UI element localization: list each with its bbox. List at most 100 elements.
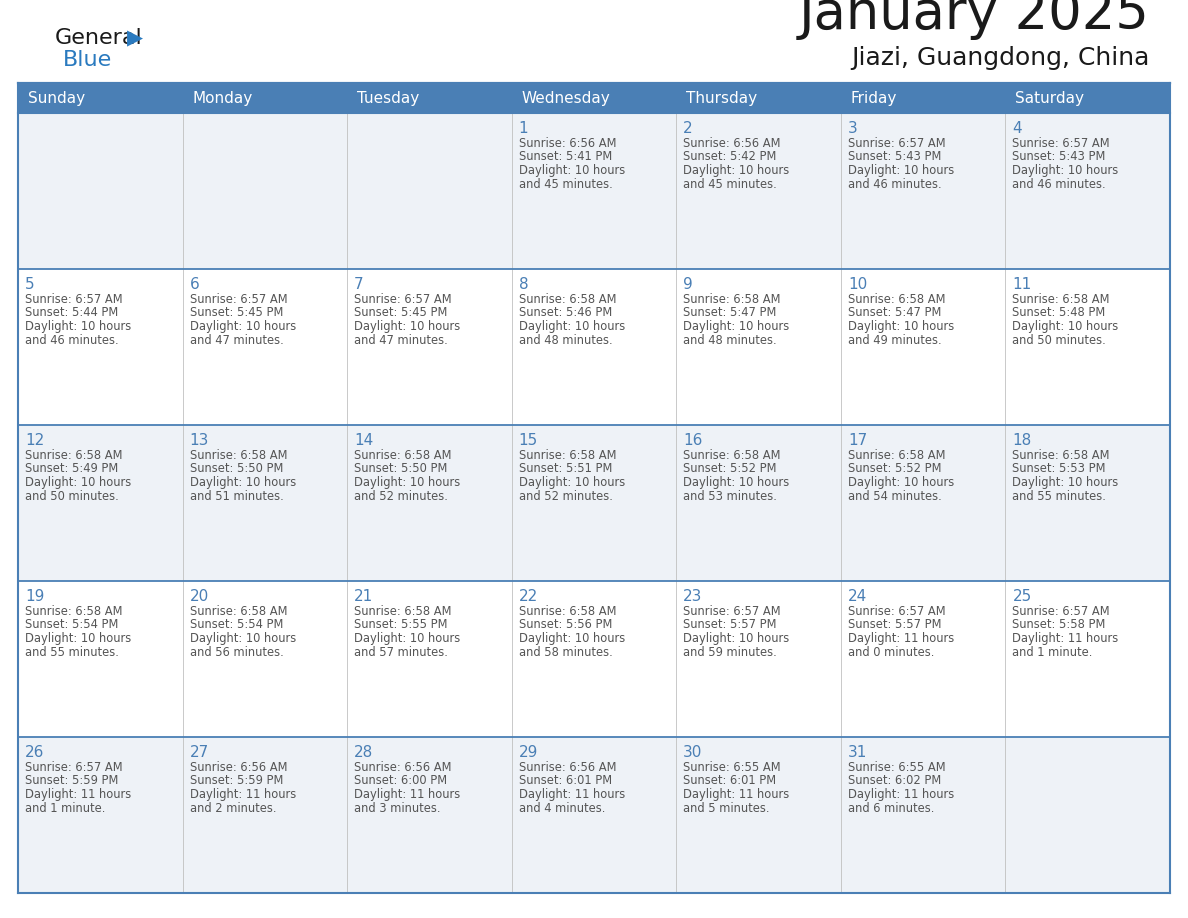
Text: Sunrise: 6:57 AM: Sunrise: 6:57 AM xyxy=(190,293,287,306)
Text: Sunrise: 6:58 AM: Sunrise: 6:58 AM xyxy=(354,449,451,462)
Text: Tuesday: Tuesday xyxy=(358,91,419,106)
Text: Sunrise: 6:56 AM: Sunrise: 6:56 AM xyxy=(519,137,617,150)
Bar xyxy=(183,269,347,425)
Text: Daylight: 10 hours: Daylight: 10 hours xyxy=(354,320,461,333)
Text: Sunrise: 6:58 AM: Sunrise: 6:58 AM xyxy=(519,449,617,462)
Text: Sunrise: 6:58 AM: Sunrise: 6:58 AM xyxy=(1012,449,1110,462)
Bar xyxy=(841,737,1005,893)
Text: Sunrise: 6:56 AM: Sunrise: 6:56 AM xyxy=(354,761,451,774)
Text: Sunrise: 6:56 AM: Sunrise: 6:56 AM xyxy=(519,761,617,774)
Text: Daylight: 10 hours: Daylight: 10 hours xyxy=(519,632,625,645)
Bar xyxy=(347,83,512,113)
Text: Daylight: 10 hours: Daylight: 10 hours xyxy=(190,320,296,333)
Text: Sunset: 5:58 PM: Sunset: 5:58 PM xyxy=(1012,619,1106,632)
Text: Sunrise: 6:55 AM: Sunrise: 6:55 AM xyxy=(683,761,781,774)
Text: Daylight: 10 hours: Daylight: 10 hours xyxy=(683,164,790,177)
Text: Sunrise: 6:56 AM: Sunrise: 6:56 AM xyxy=(190,761,287,774)
Text: Sunset: 5:45 PM: Sunset: 5:45 PM xyxy=(190,307,283,319)
Text: and 47 minutes.: and 47 minutes. xyxy=(354,333,448,346)
Text: January 2025: January 2025 xyxy=(800,0,1150,40)
Text: and 47 minutes.: and 47 minutes. xyxy=(190,333,283,346)
Bar xyxy=(347,269,512,425)
Text: and 53 minutes.: and 53 minutes. xyxy=(683,489,777,502)
Text: 15: 15 xyxy=(519,433,538,448)
Text: Sunset: 6:00 PM: Sunset: 6:00 PM xyxy=(354,775,447,788)
Bar xyxy=(841,269,1005,425)
Text: Sunrise: 6:56 AM: Sunrise: 6:56 AM xyxy=(683,137,781,150)
Text: Sunset: 5:52 PM: Sunset: 5:52 PM xyxy=(683,463,777,476)
Text: Daylight: 10 hours: Daylight: 10 hours xyxy=(683,632,790,645)
Text: 10: 10 xyxy=(848,277,867,292)
Bar xyxy=(18,425,183,581)
Text: Saturday: Saturday xyxy=(1016,91,1085,106)
Text: 8: 8 xyxy=(519,277,529,292)
Text: Daylight: 10 hours: Daylight: 10 hours xyxy=(190,632,296,645)
Bar xyxy=(512,581,676,737)
Text: 31: 31 xyxy=(848,745,867,760)
Text: 6: 6 xyxy=(190,277,200,292)
Bar xyxy=(18,83,183,113)
Text: Sunrise: 6:58 AM: Sunrise: 6:58 AM xyxy=(683,293,781,306)
Text: Sunset: 5:49 PM: Sunset: 5:49 PM xyxy=(25,463,119,476)
Text: Daylight: 11 hours: Daylight: 11 hours xyxy=(190,788,296,801)
Bar xyxy=(183,581,347,737)
Text: 7: 7 xyxy=(354,277,364,292)
Text: 12: 12 xyxy=(25,433,44,448)
Bar xyxy=(18,581,183,737)
Text: Daylight: 11 hours: Daylight: 11 hours xyxy=(354,788,461,801)
Text: Sunset: 5:54 PM: Sunset: 5:54 PM xyxy=(25,619,119,632)
Text: Sunrise: 6:58 AM: Sunrise: 6:58 AM xyxy=(1012,293,1110,306)
Text: Daylight: 10 hours: Daylight: 10 hours xyxy=(25,320,131,333)
Text: Sunrise: 6:58 AM: Sunrise: 6:58 AM xyxy=(519,605,617,618)
Text: Sunrise: 6:58 AM: Sunrise: 6:58 AM xyxy=(190,449,287,462)
Text: Daylight: 10 hours: Daylight: 10 hours xyxy=(25,476,131,489)
Text: 2: 2 xyxy=(683,121,693,136)
Text: 20: 20 xyxy=(190,589,209,604)
Text: Monday: Monday xyxy=(192,91,253,106)
Text: 1: 1 xyxy=(519,121,529,136)
Bar xyxy=(347,581,512,737)
Text: and 49 minutes.: and 49 minutes. xyxy=(848,333,941,346)
Text: and 3 minutes.: and 3 minutes. xyxy=(354,801,441,814)
Text: Sunrise: 6:58 AM: Sunrise: 6:58 AM xyxy=(25,605,122,618)
Text: Daylight: 10 hours: Daylight: 10 hours xyxy=(848,476,954,489)
Text: Sunset: 5:41 PM: Sunset: 5:41 PM xyxy=(519,151,612,163)
Text: Sunset: 5:46 PM: Sunset: 5:46 PM xyxy=(519,307,612,319)
Text: Sunset: 5:47 PM: Sunset: 5:47 PM xyxy=(848,307,941,319)
Text: Daylight: 10 hours: Daylight: 10 hours xyxy=(683,320,790,333)
Text: Blue: Blue xyxy=(63,50,112,70)
Bar xyxy=(347,425,512,581)
Text: Sunrise: 6:57 AM: Sunrise: 6:57 AM xyxy=(848,605,946,618)
Text: Daylight: 10 hours: Daylight: 10 hours xyxy=(354,476,461,489)
Text: Daylight: 10 hours: Daylight: 10 hours xyxy=(190,476,296,489)
Text: Sunset: 5:50 PM: Sunset: 5:50 PM xyxy=(354,463,448,476)
Text: Sunset: 5:47 PM: Sunset: 5:47 PM xyxy=(683,307,777,319)
Text: 22: 22 xyxy=(519,589,538,604)
Bar xyxy=(512,737,676,893)
Text: Sunset: 5:54 PM: Sunset: 5:54 PM xyxy=(190,619,283,632)
Text: and 55 minutes.: and 55 minutes. xyxy=(1012,489,1106,502)
Text: General: General xyxy=(55,28,143,48)
Bar xyxy=(841,113,1005,269)
Text: and 0 minutes.: and 0 minutes. xyxy=(848,645,934,658)
Bar xyxy=(347,113,512,269)
Bar xyxy=(676,737,841,893)
Bar xyxy=(676,581,841,737)
Text: Sunset: 5:55 PM: Sunset: 5:55 PM xyxy=(354,619,448,632)
Bar xyxy=(676,83,841,113)
Text: Sunset: 5:42 PM: Sunset: 5:42 PM xyxy=(683,151,777,163)
Text: 26: 26 xyxy=(25,745,44,760)
Text: and 4 minutes.: and 4 minutes. xyxy=(519,801,605,814)
Bar xyxy=(1005,425,1170,581)
Text: Daylight: 11 hours: Daylight: 11 hours xyxy=(848,632,954,645)
Text: and 48 minutes.: and 48 minutes. xyxy=(519,333,612,346)
Text: Sunrise: 6:57 AM: Sunrise: 6:57 AM xyxy=(354,293,451,306)
Text: Sunrise: 6:58 AM: Sunrise: 6:58 AM xyxy=(354,605,451,618)
Text: 19: 19 xyxy=(25,589,44,604)
Text: Daylight: 11 hours: Daylight: 11 hours xyxy=(1012,632,1119,645)
Bar xyxy=(347,737,512,893)
Text: Sunrise: 6:57 AM: Sunrise: 6:57 AM xyxy=(1012,137,1110,150)
Bar xyxy=(676,425,841,581)
Text: Sunrise: 6:57 AM: Sunrise: 6:57 AM xyxy=(1012,605,1110,618)
Text: and 1 minute.: and 1 minute. xyxy=(1012,645,1093,658)
